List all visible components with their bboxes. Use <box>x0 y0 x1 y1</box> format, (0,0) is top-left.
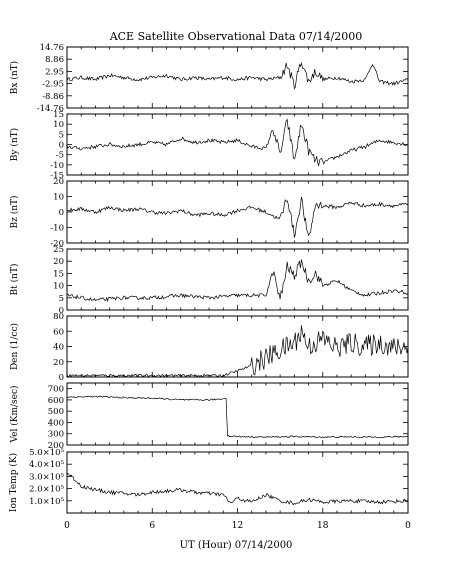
panel-frame <box>66 315 409 378</box>
y-tick-label: 600 <box>48 396 64 406</box>
y-tick-label: 8.86 <box>45 55 64 65</box>
y-tick-label: 0 <box>59 141 64 151</box>
y-tick-label: 700 <box>48 385 64 395</box>
panel-frame <box>66 451 409 514</box>
y-tick-label: 20 <box>53 358 64 368</box>
y-tick-label: 40 <box>53 343 64 353</box>
y-tick-label: 400 <box>48 418 64 428</box>
y-tick-label: 0 <box>59 373 64 383</box>
panel-frame <box>66 46 409 109</box>
series-line <box>66 472 409 506</box>
y-tick-label: 4.0×10⁵ <box>29 460 64 470</box>
y-tick-label: 3.0×10⁵ <box>29 472 64 482</box>
y-tick-label: 15 <box>53 269 64 279</box>
y-tick-label: 500 <box>48 407 64 417</box>
x-tick-label: 0 <box>64 521 70 531</box>
y-axis-label: Vel (Km/sec) <box>9 385 20 443</box>
y-tick-label: -15 <box>50 171 64 181</box>
panel-frame <box>66 248 409 311</box>
series-line <box>66 196 409 238</box>
x-tick-label: 18 <box>317 521 329 531</box>
y-tick-label: -8.86 <box>42 92 64 102</box>
panel-0: 14.76 8.86 2.95 -2.95 -8.86 -14.76 Bx (nT) <box>9 43 409 114</box>
y-tick-label: -10 <box>50 161 64 171</box>
y-tick-label: 0 <box>59 208 64 218</box>
x-tick-label: 0 <box>405 521 411 531</box>
y-axis-label: Ion Temp (K) <box>8 453 19 512</box>
series-line <box>66 395 409 439</box>
series-line <box>66 61 409 90</box>
y-tick-label: 10 <box>53 193 64 203</box>
x-tick-labels: 0 6 12 18 0 <box>64 521 411 531</box>
series-line <box>66 118 409 167</box>
panel-6: 5.0×10⁵ 4.0×10⁵ 3.0×10⁵ 2.0×10⁵ 1.0×10⁵ Ion T… <box>8 448 409 514</box>
y-tick-label: -2.95 <box>42 80 64 90</box>
panel-frame <box>66 382 409 446</box>
y-tick-label: 20 <box>53 257 64 267</box>
y-tick-label: 200 <box>48 441 64 451</box>
y-tick-label: 0 <box>59 306 64 316</box>
y-tick-label: 2.95 <box>45 67 64 77</box>
series-line <box>66 259 409 303</box>
panel-2: 20 10 0 -10 -20 Bz (nT) <box>9 177 409 249</box>
y-tick-label: -5 <box>56 151 64 161</box>
y-tick-label: 80 <box>53 312 64 322</box>
y-axis-label: By (nT) <box>9 128 20 161</box>
y-tick-label: 20 <box>53 177 64 187</box>
y-tick-label: 14.76 <box>40 43 64 53</box>
y-axis-label: Den (1/cc) <box>9 323 20 370</box>
panel-frame <box>66 113 409 176</box>
y-tick-label: 5.0×10⁵ <box>29 448 64 458</box>
y-tick-label: 5 <box>59 130 64 140</box>
y-tick-label: 25 <box>53 245 64 255</box>
y-tick-label: -20 <box>50 239 64 249</box>
x-tick-label: 12 <box>232 521 243 531</box>
series-line <box>66 325 409 378</box>
y-tick-label: 2.0×10⁵ <box>29 485 64 495</box>
y-tick-label: 5 <box>59 294 64 304</box>
y-tick-label: 60 <box>53 327 64 337</box>
y-axis-label: Bz (nT) <box>9 195 20 228</box>
panel-frame <box>66 180 409 244</box>
y-tick-label: 15 <box>53 110 64 120</box>
y-tick-label: -14.76 <box>37 104 64 114</box>
x-tick-label: 6 <box>149 521 155 531</box>
y-axis-label: Bt (nT) <box>9 264 20 296</box>
panel-3: 25 20 15 10 5 0 Bt (nT) <box>9 245 409 316</box>
y-tick-label: -10 <box>50 224 64 234</box>
y-tick-label: 10 <box>53 120 64 130</box>
y-axis-label: Bx (nT) <box>9 61 20 94</box>
y-tick-label: 1.0×10⁵ <box>29 497 64 507</box>
panel-4: 80 60 40 20 0 Den (1/cc) <box>9 312 409 383</box>
chart-title: ACE Satellite Observational Data 07/14/2… <box>109 30 363 43</box>
x-axis-label: UT (Hour) 07/14/2000 <box>180 540 293 551</box>
y-tick-label: 300 <box>48 430 64 440</box>
y-tick-label: 10 <box>53 282 64 292</box>
